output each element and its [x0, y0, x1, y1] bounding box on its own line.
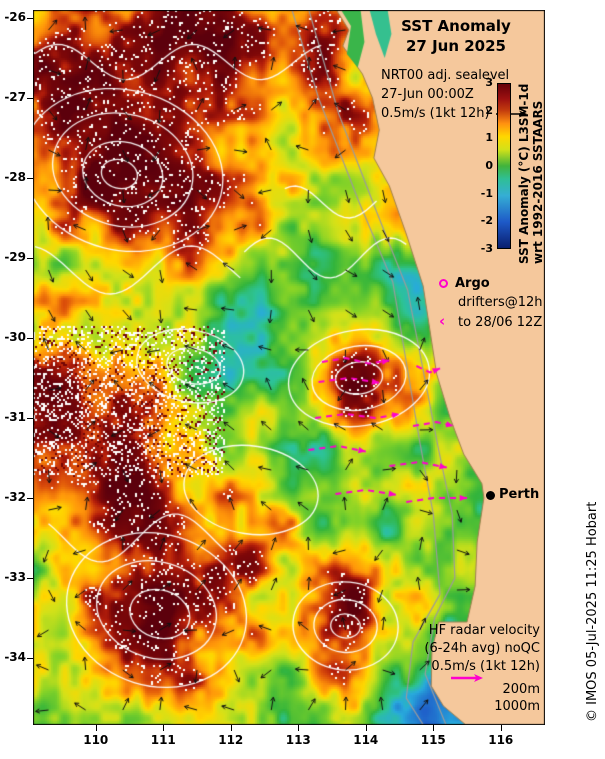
drifter-legend-line2: to 28/06 12Z — [458, 315, 543, 330]
x-tick-mark — [230, 725, 232, 731]
copyright-text: © IMOS 05-Jul-2025 11:25 Hobart — [585, 501, 600, 722]
colorbar-label: SST Anomaly (°C) L3SM-1d wrt 1992-2016 S… — [517, 84, 545, 264]
x-tick-mark — [298, 725, 300, 731]
map-plot-area: SST Anomaly 27 Jun 2025 NRT00 adj. seale… — [33, 10, 545, 725]
x-tick-label: 116 — [488, 733, 514, 747]
sst-map-canvas — [33, 10, 545, 725]
figure-title-block: SST Anomaly 27 Jun 2025 — [356, 16, 556, 56]
x-tick-label: 110 — [83, 733, 109, 747]
hf-legend: HF radar velocity (6-24h avg) noQC 0.5m/… — [424, 622, 540, 676]
argo-legend: Argo drifters@12h ‹ to 28/06 12Z — [439, 274, 543, 332]
colorbar-tick-label: 3 — [485, 76, 493, 89]
x-tick-label: 112 — [218, 733, 244, 747]
perth-marker-icon — [486, 491, 495, 500]
colorbar — [497, 83, 511, 249]
hf-legend-line3: 0.5m/s (1kt 12h) — [431, 659, 540, 674]
y-tick-label: -34 — [4, 650, 26, 664]
x-tick-label: 114 — [353, 733, 379, 747]
colorbar-label-line1: SST Anomaly (°C) L3SM-1d — [517, 83, 531, 264]
x-tick-mark — [500, 725, 502, 731]
x-tick-label: 111 — [150, 733, 176, 747]
argo-legend-row1: Argo — [439, 274, 543, 293]
y-tick-label: -32 — [4, 490, 26, 504]
x-tick-mark — [433, 725, 435, 731]
y-tick-label: -33 — [4, 570, 26, 584]
y-tick-mark — [27, 98, 33, 99]
drifter-chevron-icon: ‹ — [439, 312, 446, 330]
y-tick-mark — [27, 178, 33, 179]
y-tick-label: -29 — [4, 250, 26, 264]
hf-legend-line2: (6-24h avg) noQC — [424, 641, 540, 656]
colorbar-tick-label: -3 — [480, 242, 493, 255]
y-tick-mark — [27, 578, 33, 579]
x-tick-label: 115 — [420, 733, 446, 747]
isobath-label-200m: 200m — [502, 682, 540, 697]
y-tick-label: -26 — [4, 10, 26, 24]
hf-scale-arrow-icon — [451, 674, 483, 682]
y-tick-mark — [27, 498, 33, 499]
y-tick-mark — [27, 258, 33, 259]
colorbar-label-line2: wrt 1992-2016 SSTAARS — [531, 100, 545, 264]
y-tick-label: -28 — [4, 170, 26, 184]
y-tick-mark — [27, 418, 33, 419]
figure-title: SST Anomaly — [401, 17, 511, 35]
y-tick-mark — [27, 18, 33, 19]
perth-label: Perth — [499, 487, 540, 502]
x-tick-mark — [163, 725, 165, 731]
y-tick-label: -30 — [4, 330, 26, 344]
argo-label: Argo — [455, 276, 490, 291]
y-tick-label: -27 — [4, 90, 26, 104]
x-tick-label: 113 — [285, 733, 311, 747]
argo-marker-icon — [439, 279, 448, 288]
drifter-legend-line1: drifters@12h — [458, 295, 543, 310]
x-tick-mark — [365, 725, 367, 731]
colorbar-tick-label: 0 — [485, 159, 493, 172]
colorbar-tick-label: 1 — [485, 131, 493, 145]
drifter-legend-row3: ‹ to 28/06 12Z — [439, 312, 543, 332]
sealevel-legend: NRT00 adj. sealevel 27-Jun 00:00Z 0.5m/s… — [381, 66, 528, 123]
y-tick-mark — [27, 338, 33, 339]
sealevel-scale-text: 0.5m/s (1kt 12h) — [381, 106, 490, 121]
isobath-label-1000m: 1000m — [494, 699, 540, 714]
colorbar-tick-label: 2 — [485, 103, 493, 117]
colorbar-tick-label: -1 — [480, 186, 493, 200]
y-tick-mark — [27, 658, 33, 659]
sealevel-legend-line2: 27-Jun 00:00Z — [381, 87, 474, 102]
sealevel-legend-line1: NRT00 adj. sealevel — [381, 68, 510, 83]
figure-date: 27 Jun 2025 — [405, 37, 506, 55]
x-tick-mark — [95, 725, 97, 731]
y-tick-label: -31 — [4, 410, 26, 424]
colorbar-tick-label: -2 — [480, 214, 493, 228]
hf-legend-line1: HF radar velocity — [428, 623, 540, 638]
